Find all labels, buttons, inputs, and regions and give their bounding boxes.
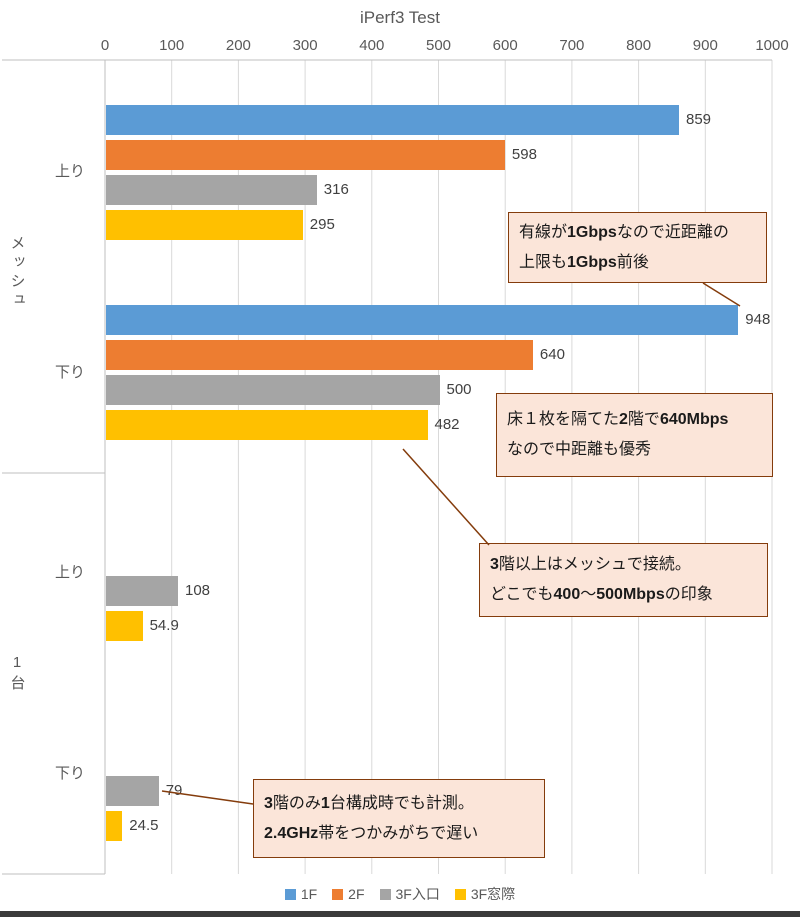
bar-1F: [106, 104, 679, 135]
subgroup-label: 上り: [54, 564, 85, 582]
legend-item-3F入口: 3F入口: [379, 884, 440, 904]
callout-text-line: 上限も1Gbps前後: [519, 253, 649, 271]
group-label: メッシュ: [8, 234, 26, 311]
callout-text-line: 床１枚を隔てた2階で640Mbps: [507, 411, 729, 428]
x-axis-tick-label: 600: [492, 37, 518, 54]
x-axis-tick-label: 300: [292, 37, 318, 54]
x-axis-tick-label: 0: [100, 37, 110, 54]
callout-text-line: 2.4GHz帯をつかみがちで遅い: [264, 824, 479, 842]
callout-text-line: なので中距離も優秀: [507, 441, 652, 458]
bar-3F窓際: [106, 410, 428, 441]
legend-label: 1F: [300, 886, 318, 902]
bar-value-label: 108: [185, 581, 211, 599]
callout-text-line: 有線が1Gbpsなので近距離の: [519, 223, 729, 241]
legend-swatch: [454, 888, 466, 900]
legend-swatch: [332, 888, 344, 900]
subgroup-label: 上り: [54, 163, 85, 181]
x-axis-tick-label: 400: [359, 37, 385, 54]
bar-value-label: 24.5: [129, 817, 159, 835]
bar-value-label: 640: [539, 346, 565, 364]
bar-value-label: 54.9: [149, 616, 179, 634]
bar-3F入口: [106, 575, 178, 606]
callout-2: 床１枚を隔てた2階で640Mbps なので中距離も優秀: [496, 393, 773, 477]
x-axis-tick-label: 800: [626, 37, 652, 54]
subgroup-label: 下り: [54, 764, 85, 782]
x-axis-tick-label: 100: [159, 37, 185, 54]
callout-text-line: 3階以上はメッシュで接続。: [490, 556, 691, 573]
bar-2F: [106, 139, 505, 170]
bar-value-label: 482: [434, 416, 460, 434]
x-axis-tick-label: 700: [559, 37, 585, 54]
x-axis-tick-label: 1000: [755, 37, 789, 54]
callout-3: 3階以上はメッシュで接続。どこでも400〜500Mbpsの印象: [479, 543, 768, 617]
legend-item-1F: 1F: [284, 886, 318, 902]
x-axis-tick-label: 500: [425, 37, 452, 54]
bar-1F: [106, 305, 739, 336]
bar-value-label: 859: [686, 110, 712, 128]
group-label: 1台: [8, 653, 26, 694]
bottom-border-strip: [0, 911, 800, 917]
legend-swatch: [284, 888, 296, 900]
bar-3F入口: [106, 776, 159, 807]
legend-label: 3F窓際: [470, 886, 516, 902]
callout-text-line: どこでも400〜500Mbpsの印象: [490, 586, 713, 603]
legend: 1F 2F 3F入口 3F窓際: [0, 884, 800, 904]
legend-swatch: [379, 888, 391, 900]
subgroup-label: 下り: [54, 363, 85, 381]
bar-value-label: 500: [446, 381, 472, 399]
callout-text-line: 3階のみ1台構成時でも計測。: [264, 794, 474, 812]
bar-3F入口: [106, 375, 440, 406]
bar-3F窓際: [106, 610, 143, 641]
bar-value-label: 295: [309, 215, 335, 233]
bar-value-label: 948: [745, 311, 771, 329]
x-axis-tick-label: 200: [225, 37, 251, 54]
callout-1: 有線が1Gbpsなので近距離の 上限も1Gbps前後: [508, 212, 767, 283]
chart-title: iPerf3 Test: [359, 8, 440, 27]
callout-4: 3階のみ1台構成時でも計測。 2.4GHz帯をつかみがちで遅い: [253, 779, 545, 858]
bar-3F入口: [106, 174, 317, 205]
bar-value-label: 598: [511, 145, 537, 163]
bar-3F窓際: [106, 209, 303, 240]
legend-item-3F窓際: 3F窓際: [454, 884, 516, 904]
legend-label: 3F入口: [395, 886, 440, 902]
bar-value-label: 316: [323, 180, 349, 198]
legend-label: 2F: [348, 886, 365, 902]
x-axis-tick-label: 900: [692, 37, 718, 54]
legend-item-2F: 2F: [332, 886, 365, 902]
bar-3F窓際: [106, 811, 123, 842]
bar-2F: [106, 340, 533, 371]
